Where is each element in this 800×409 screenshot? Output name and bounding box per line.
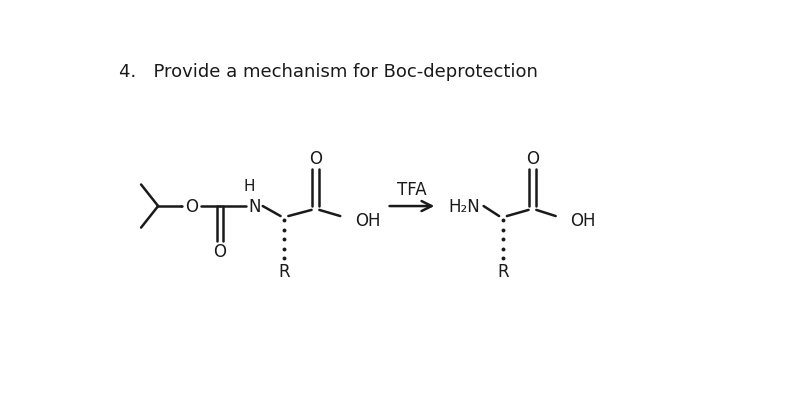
Text: OH: OH [570, 211, 596, 229]
Text: O: O [526, 150, 539, 168]
Text: 4.   Provide a mechanism for Boc-deprotection: 4. Provide a mechanism for Boc-deprotect… [118, 63, 538, 81]
Text: TFA: TFA [397, 181, 426, 199]
Text: O: O [309, 150, 322, 168]
Text: N: N [249, 198, 262, 216]
Text: OH: OH [355, 211, 381, 229]
Text: R: R [497, 262, 509, 280]
Text: O: O [185, 198, 198, 216]
Text: O: O [214, 243, 226, 261]
Text: H₂N: H₂N [448, 198, 480, 216]
Text: H: H [244, 178, 255, 193]
Text: R: R [278, 262, 290, 280]
